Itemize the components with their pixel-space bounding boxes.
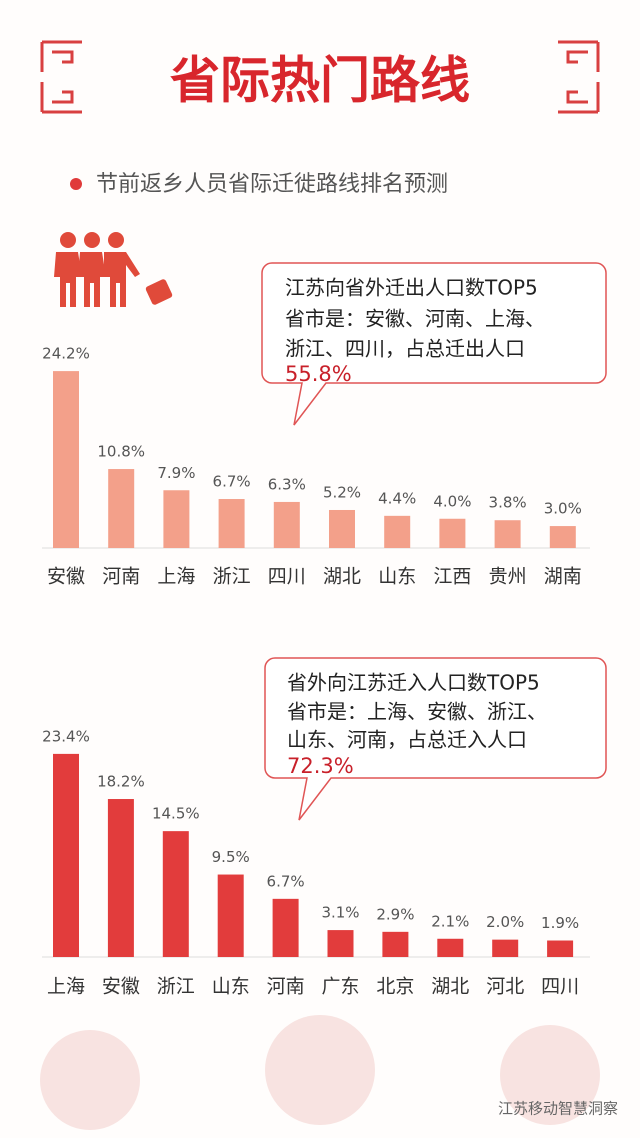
value-label: 5.2% [323, 483, 361, 501]
value-label: 7.9% [157, 464, 195, 482]
category-label: 湖北 [431, 976, 469, 998]
bar [494, 520, 521, 548]
bar [272, 898, 299, 957]
bar [217, 874, 244, 957]
value-label: 2.1% [431, 912, 469, 930]
value-label: 9.5% [212, 848, 250, 866]
bar [273, 501, 300, 548]
bar [53, 753, 79, 957]
bar [162, 831, 189, 957]
category-label: 河南 [267, 976, 305, 998]
category-label: 山东 [212, 976, 250, 998]
value-label: 4.4% [378, 489, 416, 507]
bar [53, 371, 79, 548]
category-label: 四川 [268, 566, 306, 588]
category-label: 湖南 [544, 566, 582, 588]
value-label: 3.8% [489, 494, 527, 512]
bar [439, 518, 466, 548]
category-label: 湖北 [323, 566, 361, 588]
bar [547, 940, 574, 957]
value-label: 2.0% [486, 913, 524, 931]
category-label: 安徽 [47, 566, 85, 588]
callout-1 [261, 262, 607, 426]
annotation-line: 省市是：安徽、河南、上海、 [285, 307, 545, 331]
annotation-highlight: 55.8% [285, 362, 352, 386]
value-label: 6.3% [268, 475, 306, 493]
value-label: 1.9% [541, 914, 579, 932]
category-label: 上海 [47, 976, 85, 998]
value-label: 14.5% [152, 805, 200, 823]
category-label: 贵州 [489, 566, 527, 588]
annotation-line: 浙江、四川，占总迁出人口 [285, 337, 525, 361]
category-label: 江西 [433, 566, 471, 588]
rooster-decoration [40, 1015, 600, 1130]
value-label: 10.8% [97, 443, 145, 461]
category-label: 浙江 [157, 976, 195, 998]
category-label: 北京 [376, 976, 414, 998]
annotation-highlight: 72.3% [287, 754, 354, 778]
value-label: 24.2% [42, 345, 90, 363]
category-label: 山东 [378, 566, 416, 588]
category-label: 安徽 [102, 976, 140, 998]
value-label: 3.0% [544, 500, 582, 518]
bar [329, 509, 355, 548]
annotation-line: 江苏向省外迁出人口数TOP5 [285, 276, 538, 300]
category-label: 四川 [541, 976, 579, 998]
travelers-icon [54, 232, 173, 307]
value-label: 2.9% [376, 905, 414, 923]
value-label: 4.0% [433, 492, 471, 510]
title: 省际热门路线 [170, 52, 470, 110]
callout-2 [264, 657, 607, 821]
value-label: 6.7% [267, 872, 305, 890]
value-label: 18.2% [97, 773, 145, 791]
bar [492, 939, 519, 957]
value-label: 6.7% [213, 473, 251, 491]
subtitle: 节前返乡人员省际迁徙路线排名预测 [96, 172, 448, 197]
bar [108, 469, 135, 548]
bar [327, 930, 354, 957]
annotation-line: 山东、河南，占总迁入人口 [287, 728, 527, 752]
bullet [70, 178, 82, 190]
bar [107, 799, 134, 957]
category-label: 广东 [321, 976, 359, 998]
category-label: 上海 [157, 566, 195, 588]
bar [384, 515, 411, 548]
value-label: 3.1% [321, 904, 359, 922]
annotation-line: 省市是：上海、安徽、浙江、 [287, 700, 547, 724]
watermark: 江苏移动智慧洞察 [498, 1100, 618, 1118]
bar [549, 526, 576, 548]
corner-ornaments [40, 40, 600, 114]
category-label: 河北 [486, 976, 524, 998]
value-label: 23.4% [42, 727, 90, 745]
bar [437, 938, 464, 957]
category-label: 浙江 [213, 566, 251, 588]
bar [382, 931, 409, 957]
bar [218, 499, 245, 548]
annotation-line: 省外向江苏迁入人口数TOP5 [287, 671, 540, 695]
category-label: 河南 [102, 566, 140, 588]
bar [163, 490, 190, 548]
